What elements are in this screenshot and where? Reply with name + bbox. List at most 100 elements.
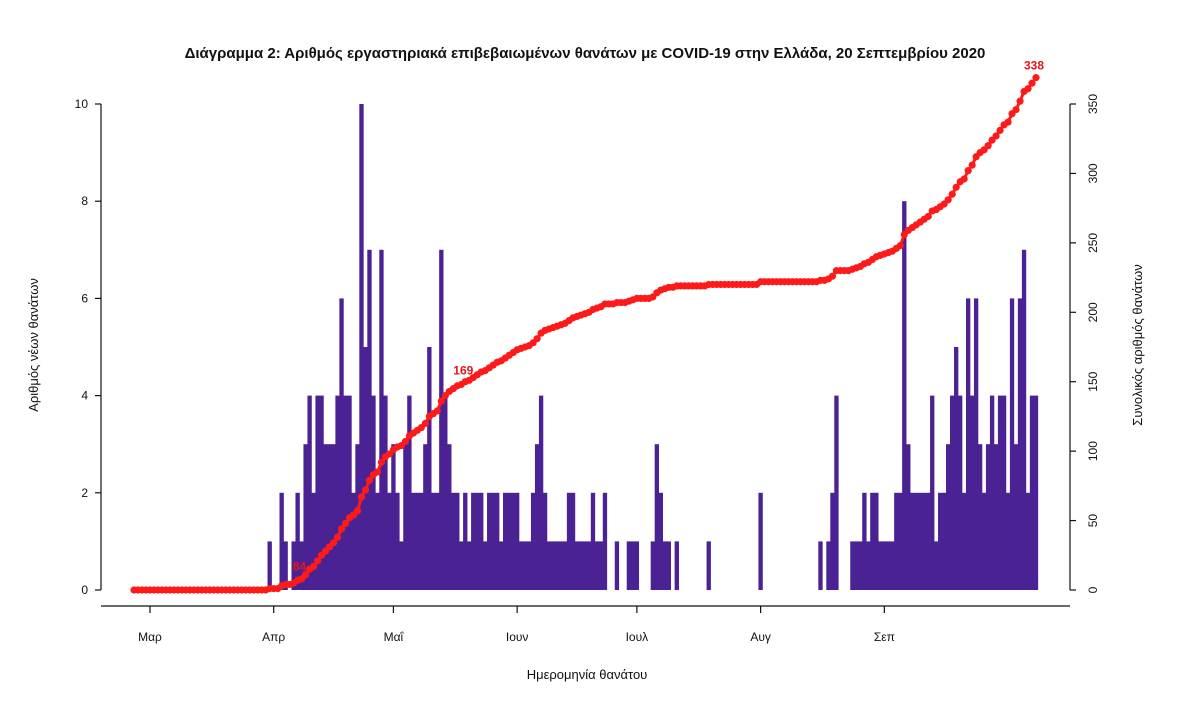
bar [534,444,540,590]
bar [371,395,376,590]
bar [602,492,608,590]
x-axis: Μαρ Απρ Μαΐ Ιουν Ιουλ Αυγ Σεπ [101,605,1070,644]
bar [383,395,388,590]
bar [922,492,927,590]
bar [890,541,895,590]
cumulative-point [1004,118,1012,126]
y2-tick-label: 150 [1086,371,1100,391]
cumulative-point [924,212,932,221]
bar [666,541,671,590]
bar [870,492,875,590]
bar [926,492,931,590]
bar [375,492,380,590]
bar [339,298,344,590]
bar [311,492,316,590]
bar [538,395,544,590]
bar [343,395,348,590]
y-axis-right: 0 50 100 150 200 250 300 350 [1069,94,1100,593]
cumulative-point [1016,97,1024,105]
bar [886,541,891,590]
bar [415,492,420,590]
cumulative-point [968,161,976,169]
bar [1025,492,1031,590]
y-tick-label: 0 [81,583,88,597]
y-tick-label: 10 [75,97,89,111]
bar [626,541,632,590]
cumulative-point [302,571,310,579]
x-tick-label: Μαρ [138,630,162,644]
cumulative-point [944,196,952,204]
bar [898,492,903,590]
bar [327,444,332,590]
cumulative-point [533,335,541,343]
bar [463,492,468,590]
bar [387,492,392,590]
bar [758,492,763,590]
bar [558,541,564,590]
bar [411,492,416,590]
bar [910,492,915,590]
bar [858,541,863,590]
bar [894,492,899,590]
bar [546,541,552,590]
y-tick-label: 4 [81,389,88,403]
y2-tick-label: 0 [1086,586,1100,593]
cumulative-point [373,468,382,476]
bar [654,444,660,590]
bar [614,541,620,590]
bar [650,541,656,590]
bar [598,541,604,590]
bar [997,395,1003,590]
bar [874,492,879,590]
bar [1013,444,1019,590]
x-axis-label: Ημερομηνία θανάτου [527,667,648,682]
bar [590,492,596,590]
bar [299,541,304,590]
bar [455,492,460,590]
bar [355,444,360,590]
bar [570,492,576,590]
bar [566,492,572,590]
y-tick-label: 2 [81,486,88,500]
bar [295,492,300,590]
cumulative-point [828,272,837,280]
bar [499,541,504,590]
bar [479,492,484,590]
y2-tick-label: 100 [1086,441,1100,461]
cumulative-point [421,419,429,427]
cumulative-point [896,242,904,250]
cumulative-point [948,190,956,198]
bar [674,541,679,590]
bar [918,492,923,590]
bar [977,444,983,590]
bar [981,492,987,590]
bar [1033,395,1039,590]
bar [399,541,404,590]
cumulative-point [313,557,322,565]
bar [993,444,999,590]
cumulative-point [353,507,362,515]
bar [934,541,939,590]
bar [989,395,995,590]
bar [830,492,835,590]
bar [495,492,500,590]
bar [303,444,308,590]
bar [487,492,492,590]
bar [985,444,991,590]
bar [503,492,508,590]
cumulative-point [992,132,1000,140]
cumulative-point [1024,85,1032,93]
bar [319,395,324,590]
bar [391,444,396,590]
bar [882,541,887,590]
bar [818,541,823,590]
cumulative-point [433,407,441,415]
bar [826,541,831,590]
cumulative-point [952,183,960,191]
y2-tick-label: 300 [1086,163,1100,183]
bar [914,492,919,590]
bar [467,541,472,590]
bar [662,541,667,590]
bar [854,541,859,590]
x-tick-label: Απρ [262,630,285,644]
